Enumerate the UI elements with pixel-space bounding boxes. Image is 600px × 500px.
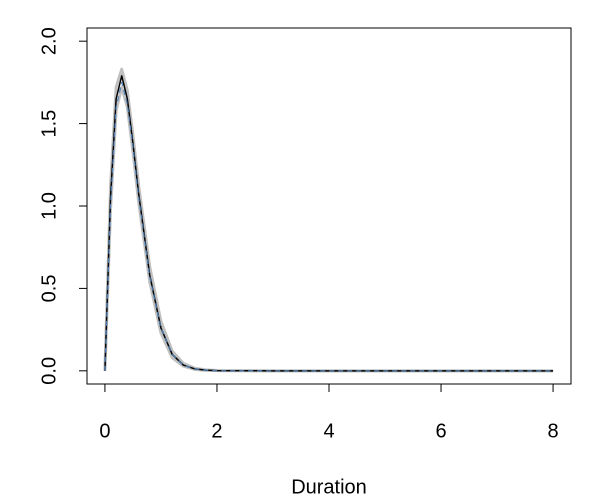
y-tick-label: 1.5 <box>38 110 60 138</box>
x-tick-label: 2 <box>211 420 222 442</box>
line-series <box>104 81 554 372</box>
line-series <box>104 75 554 372</box>
x-tick-label: 0 <box>99 420 110 442</box>
line-series <box>103 67 554 373</box>
x-tick-label: 8 <box>548 420 559 442</box>
line-series <box>103 85 554 373</box>
y-tick-label: 0.5 <box>38 275 60 303</box>
x-tick-label: 4 <box>323 420 334 442</box>
x-axis-label: Duration <box>291 476 367 498</box>
x-tick-label: 6 <box>435 420 446 442</box>
y-tick-label: 1.0 <box>38 192 60 220</box>
y-tick-label: 0.0 <box>38 357 60 385</box>
y-tick-label: 2.0 <box>38 27 60 55</box>
